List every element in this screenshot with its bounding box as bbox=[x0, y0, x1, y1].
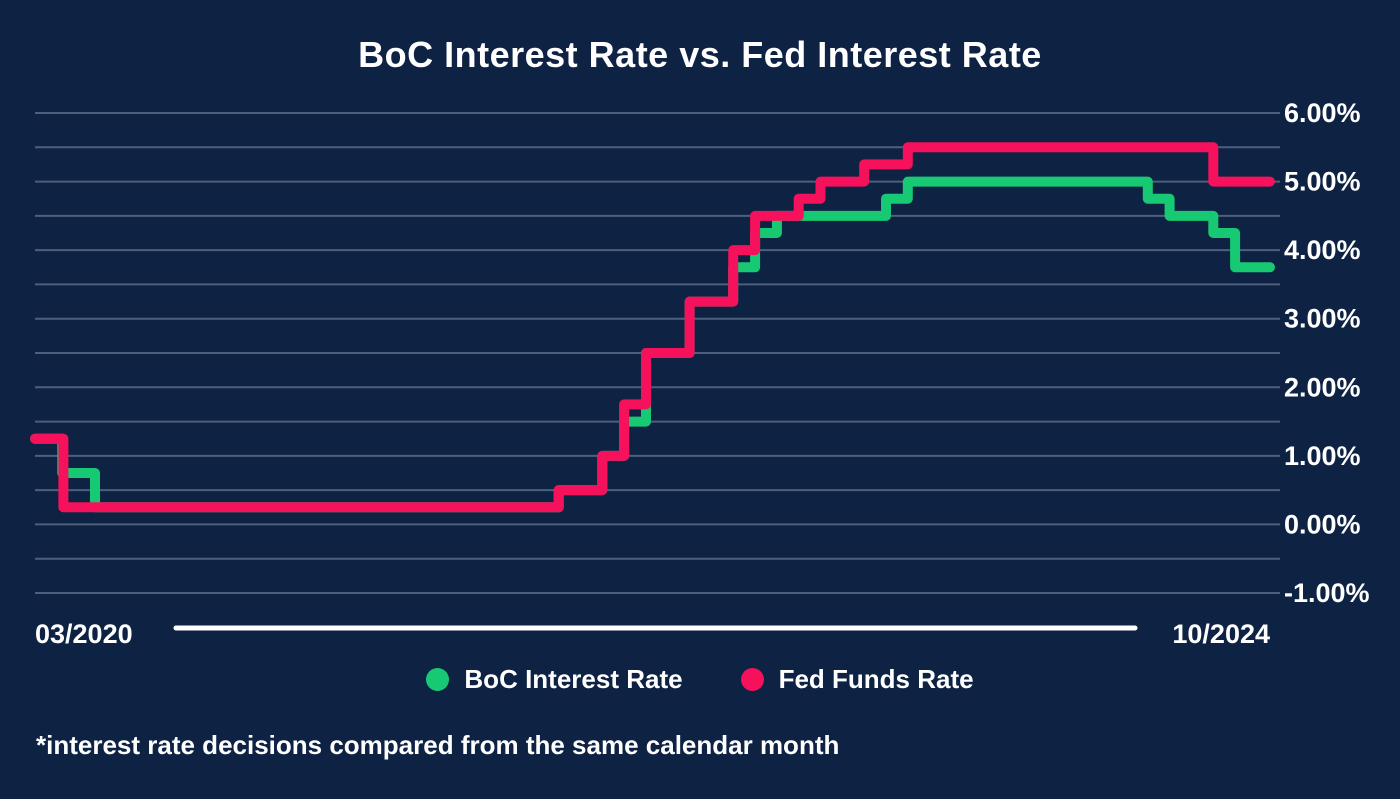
footnote: *interest rate decisions compared from t… bbox=[36, 730, 840, 760]
x-axis-end-label: 10/2024 bbox=[1172, 619, 1270, 649]
chart-title: BoC Interest Rate vs. Fed Interest Rate bbox=[358, 34, 1042, 75]
y-tick-label: 2.00% bbox=[1284, 372, 1361, 402]
boc-legend-label: BoC Interest Rate bbox=[464, 664, 683, 694]
y-tick-label: 6.00% bbox=[1284, 98, 1361, 128]
boc-legend-dot-icon bbox=[426, 668, 450, 691]
boc-rate-line bbox=[30, 176, 1275, 513]
legend: BoC Interest Rate Fed Funds Rate bbox=[0, 664, 1400, 695]
y-tick-label: 4.00% bbox=[1284, 235, 1361, 265]
legend-item-fed: Fed Funds Rate bbox=[740, 664, 974, 695]
legend-item-boc: BoC Interest Rate bbox=[426, 664, 683, 695]
fed-legend-label: Fed Funds Rate bbox=[778, 664, 974, 694]
fed-rate-line bbox=[30, 142, 1275, 513]
y-tick-label: 1.00% bbox=[1284, 441, 1361, 471]
y-tick-label: 5.00% bbox=[1284, 167, 1361, 197]
y-tick-label: -1.00% bbox=[1284, 578, 1370, 608]
x-axis-start-label: 03/2020 bbox=[35, 619, 133, 649]
y-tick-label: 0.00% bbox=[1284, 509, 1361, 539]
y-tick-label: 3.00% bbox=[1284, 304, 1361, 334]
fed-legend-dot-icon bbox=[740, 668, 764, 691]
